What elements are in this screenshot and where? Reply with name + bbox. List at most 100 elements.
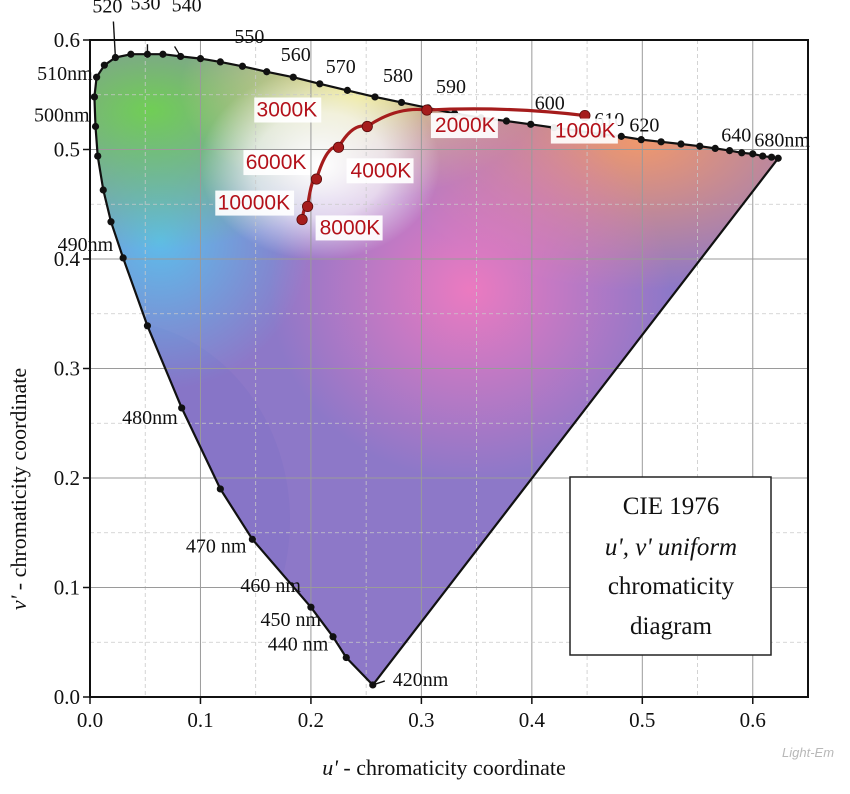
locus-point [527, 120, 535, 128]
planckian-point [310, 173, 323, 185]
wavelength-label: 490nm [58, 234, 114, 256]
locus-point [119, 254, 127, 262]
legend-line-4: diagram [630, 613, 712, 640]
locus-point [107, 218, 115, 226]
legend-frame [569, 476, 772, 656]
wavelength-label: 450 nm [260, 609, 321, 631]
wavelength-label: 570 [326, 56, 356, 78]
locus-point [637, 136, 645, 144]
x-axis-text: - chromaticity coordinate [338, 755, 566, 780]
locus-point [216, 58, 224, 66]
wavelength-label: 520 [92, 0, 122, 18]
cct-label: 1000K [555, 120, 616, 143]
locus-point [248, 535, 256, 543]
locus-point [178, 404, 186, 412]
x-tick-label: 0.2 [298, 708, 324, 732]
locus-point [159, 50, 167, 58]
planckian-point [302, 200, 314, 213]
locus-point [263, 68, 271, 76]
locus-point [759, 152, 767, 160]
cct-label: 2000K [435, 114, 496, 137]
y-tick-label: 0.0 [54, 685, 80, 709]
wavelength-label: 530 [130, 0, 160, 14]
planckian-point [361, 120, 373, 133]
legend-box: CIE 1976 u', v' uniform chromaticity dia… [569, 476, 772, 656]
cct-label: 10000K [218, 192, 290, 215]
cct-label: 8000K [320, 216, 381, 239]
wavelength-label: 620 [629, 114, 659, 136]
planckian-point [421, 104, 433, 116]
locus-point [216, 485, 224, 493]
cct-label-bg [215, 190, 295, 216]
cct-label-bg [315, 215, 383, 241]
x-tick-label: 0.3 [408, 708, 434, 732]
locus-point [767, 153, 776, 161]
wavelength-labels: 420nm 440 nm 450 nm 460 nm 470 nm 480nm 490nm 5… [34, 0, 810, 691]
y-tick-label: 0.4 [54, 247, 81, 271]
cct-label: 4000K [351, 159, 412, 182]
locus-point [93, 73, 101, 81]
locus-point [749, 150, 757, 158]
wavelength-label: 560 [281, 44, 311, 66]
locus-point [738, 149, 746, 157]
wavelength-label: 580 [383, 65, 413, 87]
wavelength-leader [372, 680, 386, 686]
x-tick-label: 0.4 [519, 708, 546, 732]
wavelength-label: 550 [234, 26, 264, 48]
locus-point [397, 98, 406, 107]
locus-point [677, 140, 685, 148]
locus-point [100, 61, 108, 69]
locus-point [369, 681, 377, 689]
y-axis-text: - chromaticity coordinate [6, 368, 31, 596]
locus-point [99, 186, 107, 194]
legend-line-2: u', v' uniform [605, 534, 737, 561]
wavelength-label: 540 [172, 0, 202, 16]
locus-point [238, 62, 247, 70]
locus-point [696, 142, 704, 150]
locus-point [176, 52, 185, 61]
watermark: Light-Em [782, 745, 834, 760]
y-axis-title: v' - chromaticity coordinate [6, 368, 31, 610]
x-axis-title: u' - chromaticity coordinate [322, 755, 566, 780]
locus-point [617, 132, 625, 140]
locus-point [307, 603, 315, 611]
wavelength-label: 500nm [34, 105, 90, 127]
locus-point [94, 152, 102, 160]
wavelength-label: 440 nm [268, 634, 329, 656]
y-tick-label: 0.1 [54, 576, 80, 600]
locus-point [329, 633, 337, 641]
y-tick-label: 0.6 [54, 28, 80, 52]
planckian-locus: 1000K 2000K 3000K 4000K 6000K 8000K 10000K [215, 97, 618, 241]
locus-point [111, 53, 120, 62]
locus-point [371, 93, 379, 101]
locus-point [502, 117, 511, 125]
cct-label: 3000K [257, 99, 318, 122]
x-tick-label: 0.6 [740, 708, 766, 732]
locus-point [725, 146, 734, 155]
wavelength-label: 480nm [122, 407, 178, 429]
wavelength-label: 640 [721, 124, 751, 146]
locus-point [90, 93, 99, 101]
locus-point [289, 73, 297, 81]
cct-label-bg [243, 150, 311, 176]
wavelength-label: 510nm [37, 63, 93, 85]
cct-label-bg [550, 118, 618, 144]
legend-line-1: CIE 1976 [623, 493, 720, 520]
x-tick-label: 0.5 [629, 708, 655, 732]
y-tick-label: 0.2 [54, 466, 80, 490]
wavelength-label: 470 nm [186, 535, 247, 557]
locus-point [342, 653, 350, 662]
planckian-point [332, 141, 345, 153]
cct-label-bg [430, 113, 498, 139]
legend-line-3: chromaticity [608, 573, 735, 600]
x-axis-symbol: u' [322, 755, 338, 780]
locus-point [143, 322, 152, 330]
locus-point [196, 55, 205, 63]
locus-point [711, 144, 719, 153]
wavelength-leader [173, 46, 182, 57]
locus-point [316, 80, 324, 88]
cct-label: 6000K [246, 151, 307, 174]
locus-point [127, 50, 135, 58]
